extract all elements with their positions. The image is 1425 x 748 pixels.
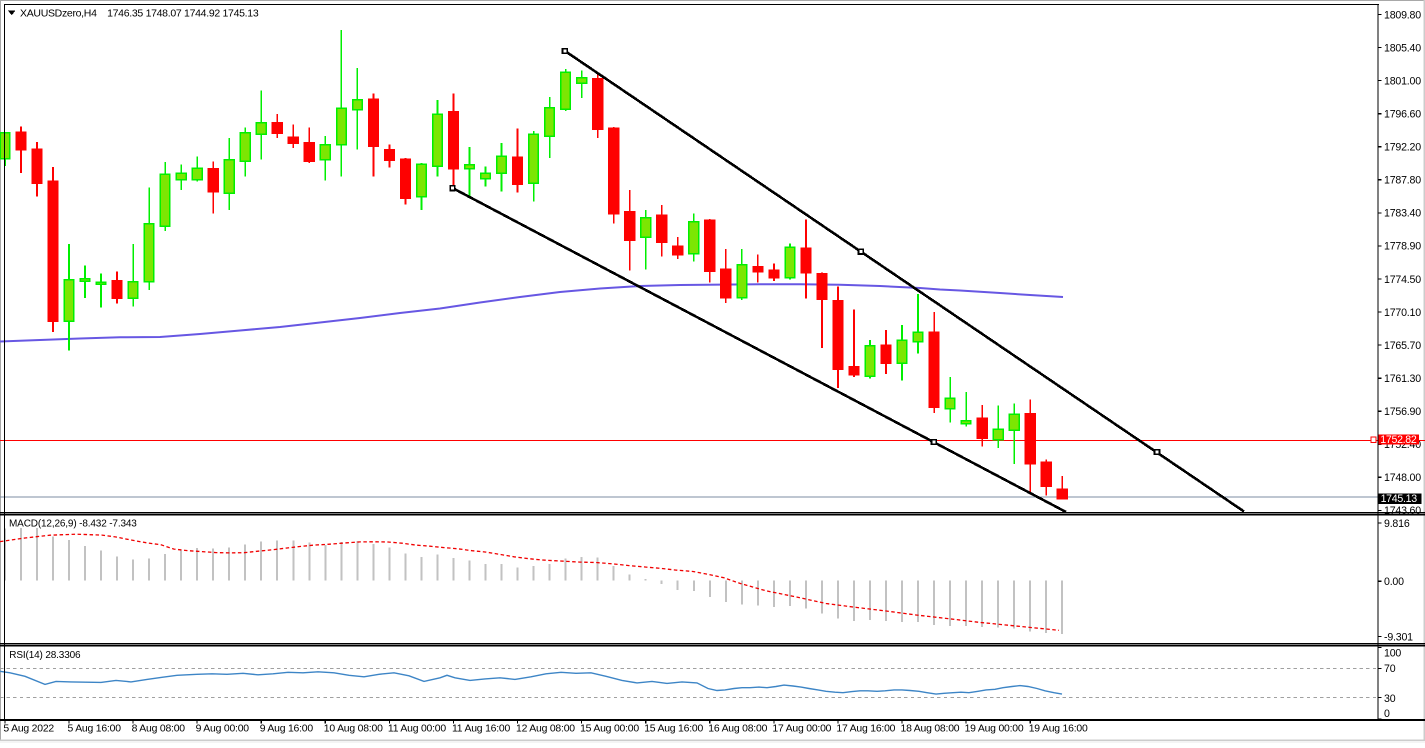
svg-text:9 Aug 00:00: 9 Aug 00:00	[196, 724, 250, 735]
svg-text:8 Aug 08:00: 8 Aug 08:00	[132, 724, 186, 735]
svg-text:9.816: 9.816	[1384, 518, 1410, 530]
svg-text:1805.40: 1805.40	[1384, 42, 1421, 54]
svg-text:70: 70	[1384, 663, 1396, 675]
svg-text:1752.82: 1752.82	[1380, 434, 1417, 446]
svg-text:1761.30: 1761.30	[1384, 373, 1421, 385]
svg-text:1783.40: 1783.40	[1384, 208, 1421, 220]
svg-text:10 Aug 08:00: 10 Aug 08:00	[324, 724, 383, 735]
svg-text:19 Aug 16:00: 19 Aug 16:00	[1029, 724, 1088, 735]
svg-text:-9.301: -9.301	[1384, 631, 1413, 643]
svg-text:1792.20: 1792.20	[1384, 142, 1421, 154]
svg-text:1778.90: 1778.90	[1384, 241, 1421, 253]
svg-text:30: 30	[1384, 693, 1396, 705]
svg-text:11 Aug 00:00: 11 Aug 00:00	[388, 724, 446, 735]
svg-text:1745.13: 1745.13	[1381, 493, 1418, 505]
svg-text:1748.00: 1748.00	[1384, 472, 1421, 484]
svg-text:0: 0	[1384, 708, 1390, 720]
svg-text:15 Aug 00:00: 15 Aug 00:00	[580, 724, 639, 735]
svg-text:1796.60: 1796.60	[1384, 109, 1421, 121]
svg-text:19 Aug 00:00: 19 Aug 00:00	[965, 724, 1024, 735]
svg-text:100: 100	[1384, 648, 1401, 660]
svg-text:XAUUSDzero,H4 1746.35 1748.: XAUUSDzero,H4 1746.35 1748.07 1744.92 17…	[20, 8, 259, 20]
svg-text:1809.80: 1809.80	[1384, 9, 1421, 21]
svg-text:1770.10: 1770.10	[1384, 307, 1421, 319]
svg-text:1765.70: 1765.70	[1384, 340, 1421, 352]
svg-text:RSI(14) 28.3306: RSI(14) 28.3306	[9, 650, 81, 661]
svg-text:11 Aug 16:00: 11 Aug 16:00	[452, 724, 510, 735]
svg-text:1774.50: 1774.50	[1384, 274, 1421, 286]
svg-text:15 Aug 16:00: 15 Aug 16:00	[644, 724, 703, 735]
svg-text:5 Aug 16:00: 5 Aug 16:00	[68, 724, 122, 735]
svg-text:9 Aug 16:00: 9 Aug 16:00	[260, 724, 314, 735]
svg-text:12 Aug 08:00: 12 Aug 08:00	[516, 724, 575, 735]
svg-text:1801.00: 1801.00	[1384, 75, 1421, 87]
svg-text:1787.80: 1787.80	[1384, 175, 1421, 187]
svg-text:1743.60: 1743.60	[1384, 505, 1421, 517]
svg-text:0.00: 0.00	[1384, 576, 1404, 588]
svg-text:16 Aug 08:00: 16 Aug 08:00	[708, 724, 767, 735]
svg-text:5 Aug 2022: 5 Aug 2022	[3, 724, 54, 735]
svg-text:17 Aug 00:00: 17 Aug 00:00	[772, 724, 831, 735]
svg-text:1756.90: 1756.90	[1384, 406, 1421, 418]
svg-text:17 Aug 16:00: 17 Aug 16:00	[836, 724, 895, 735]
svg-text:MACD(12,26,9) -8.432 -7.343: MACD(12,26,9) -8.432 -7.343	[9, 519, 137, 530]
svg-text:18 Aug 08:00: 18 Aug 08:00	[901, 724, 960, 735]
